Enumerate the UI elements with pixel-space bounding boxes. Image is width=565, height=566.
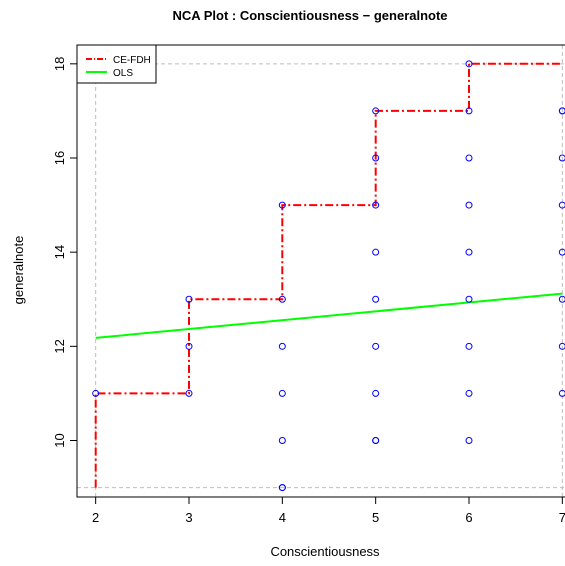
data-point bbox=[372, 342, 380, 350]
data-point bbox=[558, 154, 565, 162]
data-point bbox=[465, 248, 473, 256]
series-lines bbox=[94, 62, 563, 488]
data-point bbox=[278, 342, 286, 350]
data-point bbox=[465, 201, 473, 209]
y-tick-label: 16 bbox=[52, 151, 67, 165]
legend-label-ce-fdh: CE-FDH bbox=[113, 55, 151, 66]
ce-fdh-line bbox=[94, 62, 563, 488]
data-point bbox=[372, 154, 380, 162]
data-point bbox=[465, 60, 473, 68]
data-point bbox=[558, 389, 565, 397]
legend-label-ols: OLS bbox=[113, 68, 133, 79]
data-point bbox=[372, 248, 380, 256]
data-point bbox=[185, 295, 193, 303]
data-point bbox=[372, 437, 380, 444]
data-point bbox=[558, 248, 565, 256]
y-tick-label: 12 bbox=[52, 339, 67, 353]
data-point bbox=[92, 389, 100, 397]
plot-frame bbox=[76, 44, 565, 498]
data-point bbox=[372, 201, 380, 209]
x-tick-label: 6 bbox=[465, 510, 472, 525]
chart-title: NCA Plot : Conscientiousness − generalno… bbox=[172, 8, 447, 23]
x-tick-label: 3 bbox=[185, 510, 192, 525]
scope-lines bbox=[77, 45, 565, 497]
y-tick-label: 10 bbox=[52, 433, 67, 447]
x-tick-label: 7 bbox=[559, 510, 565, 525]
data-point bbox=[185, 342, 193, 350]
legend: CE-FDH OLS bbox=[76, 44, 157, 84]
y-axis: 10 12 14 16 18 bbox=[52, 57, 77, 448]
data-point bbox=[465, 342, 473, 350]
y-tick-label: 18 bbox=[52, 57, 67, 71]
data-points bbox=[92, 60, 565, 492]
x-tick-label: 5 bbox=[372, 510, 379, 525]
data-point bbox=[278, 295, 286, 303]
ols-line bbox=[95, 292, 563, 339]
data-point bbox=[372, 389, 380, 397]
data-point bbox=[465, 437, 473, 444]
data-point bbox=[558, 295, 565, 303]
data-point bbox=[185, 389, 193, 397]
y-tick-label: 14 bbox=[52, 245, 67, 259]
x-tick-label: 4 bbox=[279, 510, 286, 525]
data-point bbox=[465, 389, 473, 397]
data-point bbox=[372, 107, 380, 115]
data-point bbox=[558, 107, 565, 115]
data-point bbox=[465, 154, 473, 162]
data-point bbox=[465, 295, 473, 303]
x-axis-label: Conscientiousness bbox=[270, 544, 380, 559]
data-point bbox=[278, 437, 286, 444]
data-point bbox=[372, 295, 380, 303]
data-point bbox=[558, 201, 565, 209]
x-axis: 2 3 4 5 6 7 bbox=[92, 497, 565, 525]
x-tick-label: 2 bbox=[92, 510, 99, 525]
legend-box bbox=[76, 44, 157, 84]
y-axis-label: generalnote bbox=[11, 236, 26, 305]
data-point bbox=[278, 201, 286, 209]
data-point bbox=[558, 342, 565, 350]
data-point bbox=[465, 107, 473, 115]
data-point bbox=[278, 389, 286, 397]
data-point bbox=[278, 484, 286, 492]
